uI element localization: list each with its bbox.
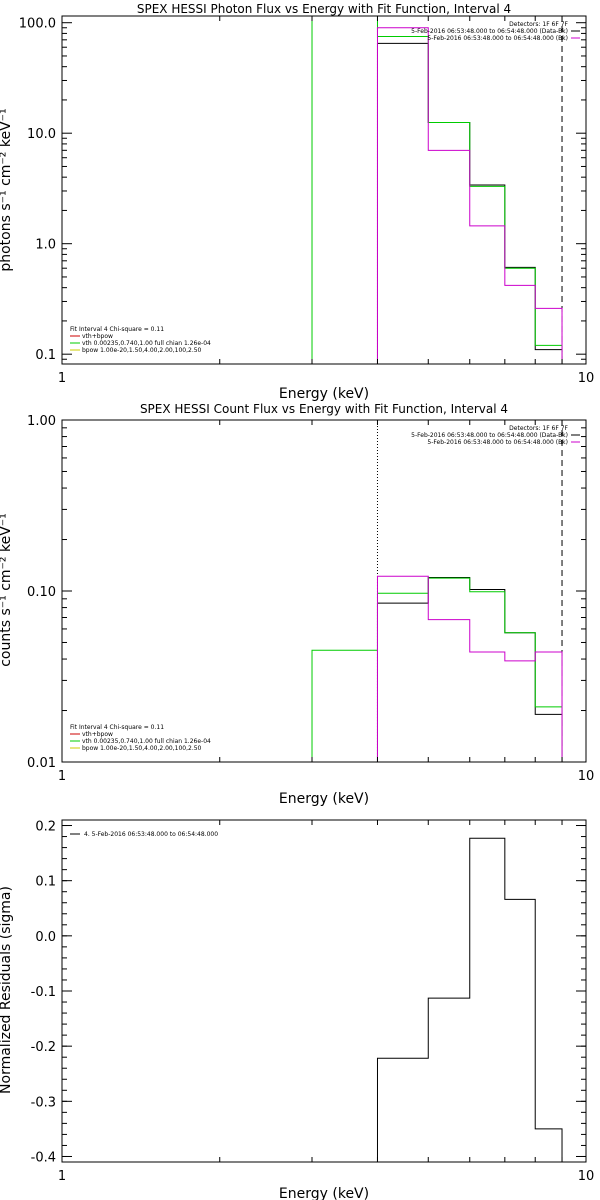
count-flux-ytick-label-2: 1.00 bbox=[27, 414, 56, 429]
photon-flux-legend-1: vth+bpow bbox=[82, 333, 113, 340]
photon-flux-legend-2: vth 0.00235,0.740,1.00 full chian 1.26e-… bbox=[82, 340, 211, 347]
photon-flux-ytick-label-2: 10.0 bbox=[27, 127, 56, 142]
residuals-ytick-label-5: 0.1 bbox=[35, 875, 56, 890]
residuals-ytick-label-4: 0.0 bbox=[35, 930, 56, 945]
photon-flux-series-background bbox=[376, 27, 563, 364]
residuals-ytick-label-1: -0.3 bbox=[31, 1095, 56, 1110]
photon-flux-header-2: 5-Feb-2016 06:53:48.000 to 06:54:48.000 … bbox=[427, 35, 568, 42]
count-flux-ytick-label-0: 0.01 bbox=[27, 756, 56, 771]
residuals-panel: Energy (keV) Normalized Residuals (sigma… bbox=[0, 886, 369, 1200]
photon-flux-frame bbox=[61, 15, 587, 365]
count-flux-title: SPEX HESSI Count Flux vs Energy with Fit… bbox=[140, 402, 508, 416]
count-flux-xtick-label-0: 1 bbox=[58, 769, 66, 784]
photon-flux-ytick-label-3: 100.0 bbox=[19, 17, 56, 32]
residuals-plot: -0.4 -0.3 -0.2 -0.1 0.0 0.1 0.2 1 10 4. 5-Feb-201… bbox=[31, 819, 595, 1184]
count-flux-xlabel: Energy (keV) bbox=[279, 791, 369, 807]
residuals-series-4-5-feb-2016-06-53-48-000-to-06-54-48-000 bbox=[376, 837, 563, 1162]
count-flux-series-background bbox=[376, 575, 563, 762]
count-flux-ylabel: counts s⁻¹ cm⁻² keV⁻¹ bbox=[0, 513, 14, 667]
count-flux-legend-1: vth+bpow bbox=[82, 731, 113, 738]
photon-flux-header-0: Detectors: 1F 6F 7F bbox=[509, 21, 568, 28]
residuals-ylabel: Normalized Residuals (sigma) bbox=[0, 886, 14, 1094]
photon-flux-title: SPEX HESSI Photon Flux vs Energy with Fi… bbox=[137, 2, 511, 16]
count-flux-panel: SPEX HESSI Count Flux vs Energy with Fit… bbox=[0, 402, 508, 807]
photon-flux-ytick-label-0: 0.1 bbox=[35, 348, 56, 363]
count-flux-series-data bbox=[376, 576, 563, 762]
residuals-legend-0: 4. 5-Feb-2016 06:53:48.000 to 06:54:48.0… bbox=[84, 831, 218, 838]
count-flux-ytick-label-1: 0.10 bbox=[27, 585, 56, 600]
residuals-xtick-label-1: 10 bbox=[578, 1169, 595, 1184]
photon-flux-xtick-label-1: 10 bbox=[578, 371, 595, 386]
photon-flux-legend-3: bpow 1.00e-20,1.50,4.00,2.00,100,2.50 bbox=[82, 347, 202, 354]
residuals-ytick-label-3: -0.1 bbox=[31, 985, 56, 1000]
photon-flux-series-data bbox=[376, 42, 563, 364]
residuals-ytick-label-0: -0.4 bbox=[31, 1150, 56, 1165]
count-flux-xtick-label-1: 10 bbox=[578, 769, 595, 784]
residuals-ytick-label-6: 0.2 bbox=[35, 820, 56, 835]
photon-flux-panel: SPEX HESSI Photon Flux vs Energy with Fi… bbox=[0, 2, 511, 402]
photon-flux-legend-0: Fit Interval 4 Chi-square = 0.11 bbox=[70, 326, 164, 333]
count-flux-legend-3: bpow 1.00e-20,1.50,4.00,2.00,100,2.50 bbox=[82, 745, 202, 752]
photon-flux-xtick-label-0: 1 bbox=[58, 371, 66, 386]
photon-flux-ytick-label-1: 1.0 bbox=[35, 238, 56, 253]
count-flux-legend-2: vth 0.00235,0.740,1.00 full chian 1.26e-… bbox=[82, 738, 211, 745]
photon-flux-ylabel: photons s⁻¹ cm⁻² keV⁻¹ bbox=[0, 108, 14, 271]
count-flux-legend-0: Fit Interval 4 Chi-square = 0.11 bbox=[70, 724, 164, 731]
photon-flux-xlabel: Energy (keV) bbox=[279, 386, 369, 402]
count-flux-header-0: Detectors: 1F 6F 7F bbox=[509, 425, 568, 432]
count-flux-header-1: 5-Feb-2016 06:53:48.000 to 06:54:48.000 … bbox=[411, 432, 568, 439]
residuals-xtick-label-0: 1 bbox=[58, 1169, 66, 1184]
residuals-xlabel: Energy (keV) bbox=[279, 1186, 369, 1200]
count-flux-header-2: 5-Feb-2016 06:53:48.000 to 06:54:48.000 … bbox=[427, 439, 568, 446]
residuals-ytick-label-2: -0.2 bbox=[31, 1040, 56, 1055]
photon-flux-header-1: 5-Feb-2016 06:53:48.000 to 06:54:48.000 … bbox=[411, 28, 568, 35]
